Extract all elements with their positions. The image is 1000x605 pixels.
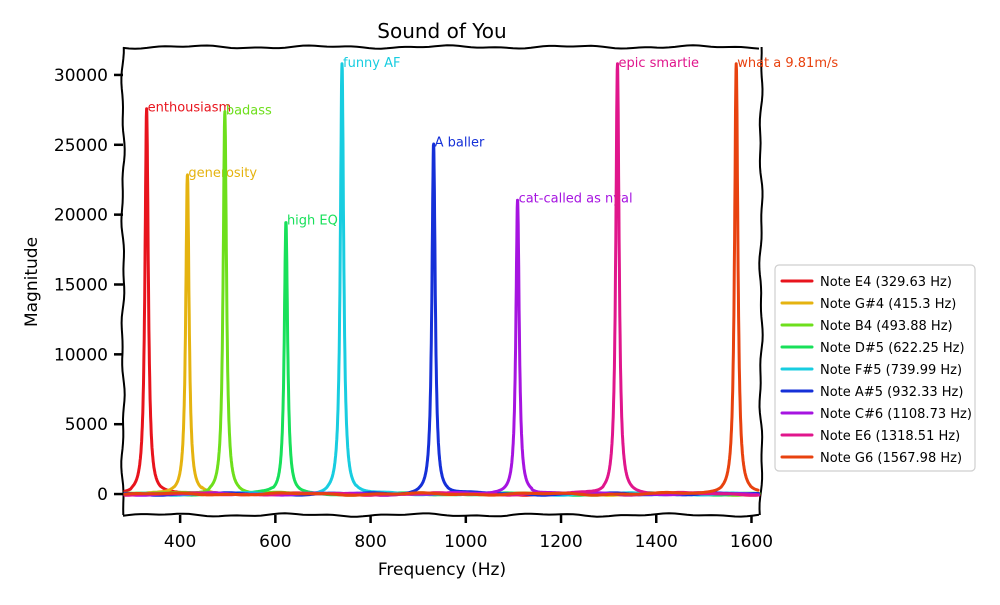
legend-label: Note B4 (493.88 Hz) (820, 319, 953, 334)
peak-annotation: enthousiasm (148, 100, 232, 115)
y-tick-label: 0 (97, 485, 108, 505)
peak-annotation: A baller (435, 135, 485, 150)
peak-annotation: cat-called as nyal (519, 191, 633, 206)
x-tick-label: 800 (354, 532, 386, 552)
plot-frame-right (758, 46, 764, 516)
legend-label: Note G6 (1567.98 Hz) (820, 451, 962, 466)
peak-annotation: what a 9.81m/s (737, 56, 838, 71)
legend: Note E4 (329.63 Hz) Note G#4 (415.3 Hz) No… (774, 264, 976, 472)
peak-annotation: funny AF (343, 56, 401, 71)
plot-frame-left (120, 47, 126, 516)
x-tick-label: 1600 (730, 532, 773, 552)
y-tick-label: 10000 (54, 345, 108, 365)
legend-label: Note A#5 (932.33 Hz) (820, 385, 963, 400)
legend-box (774, 264, 976, 472)
legend-label: Note G#4 (415.3 Hz) (820, 297, 956, 312)
peak-annotation: epic smartie (618, 56, 699, 71)
y-tick-label: 30000 (54, 66, 108, 86)
plot-area: 400 600 800 1000 1200 1400 1600 0 5000 10000 15000… (54, 44, 838, 552)
legend-label: Note E6 (1318.51 Hz) (820, 429, 960, 444)
chart-title: Sound of You (377, 19, 506, 43)
x-tick-label: 1200 (539, 532, 582, 552)
x-tick-label: 1400 (635, 532, 678, 552)
x-tick-label: 400 (164, 532, 196, 552)
x-tick-label: 600 (259, 532, 291, 552)
x-axis-label: Frequency (Hz) (378, 560, 506, 580)
legend-label: Note D#5 (622.25 Hz) (820, 341, 965, 356)
y-tick-label: 20000 (54, 206, 108, 226)
y-axis-label: Magnitude (22, 237, 42, 327)
y-tick-label: 15000 (54, 275, 108, 295)
peak-annotation: badass (226, 103, 272, 118)
peak-annotation: high EQ (287, 214, 338, 229)
plot-frame-bottom (122, 512, 760, 518)
y-tick-label: 25000 (54, 136, 108, 156)
legend-label: Note F#5 (739.99 Hz) (820, 363, 962, 378)
x-tick-label: 1000 (444, 532, 487, 552)
legend-label: Note C#6 (1108.73 Hz) (820, 407, 972, 422)
series-line (123, 62, 760, 497)
plot-frame-top (122, 44, 760, 50)
legend-label: Note E4 (329.63 Hz) (820, 275, 952, 290)
y-tick-label: 5000 (65, 415, 108, 435)
